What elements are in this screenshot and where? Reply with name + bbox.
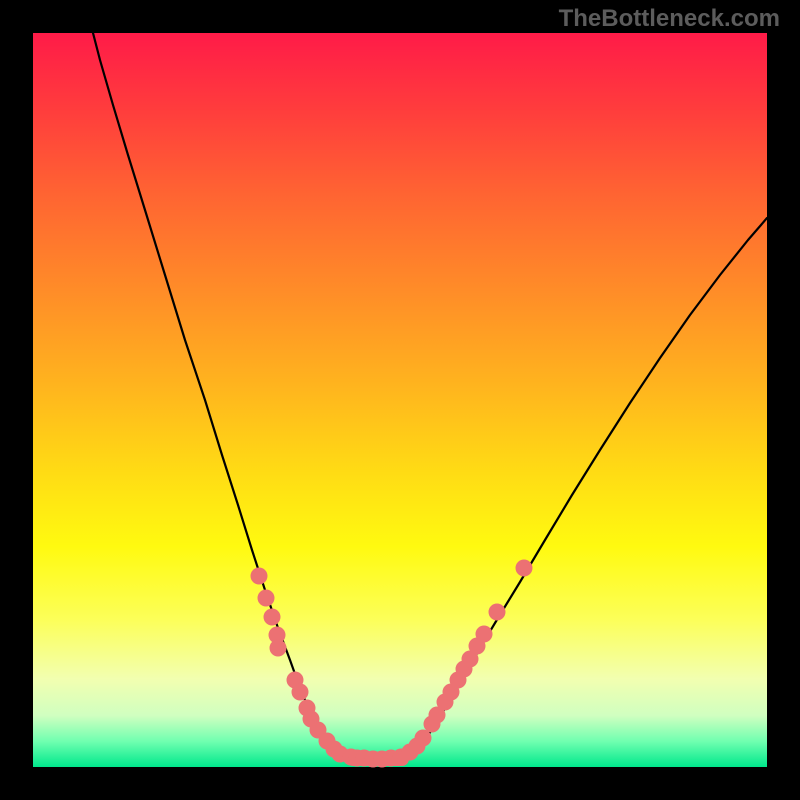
data-marker	[258, 590, 275, 607]
data-marker	[489, 604, 506, 621]
plot-area	[33, 33, 767, 767]
chart-svg	[0, 0, 800, 800]
data-marker	[251, 568, 268, 585]
data-marker	[264, 609, 281, 626]
data-marker	[516, 560, 533, 577]
watermark-text: TheBottleneck.com	[559, 5, 780, 33]
data-marker	[415, 730, 432, 747]
data-marker	[292, 684, 309, 701]
data-marker	[476, 626, 493, 643]
data-marker	[270, 640, 287, 657]
